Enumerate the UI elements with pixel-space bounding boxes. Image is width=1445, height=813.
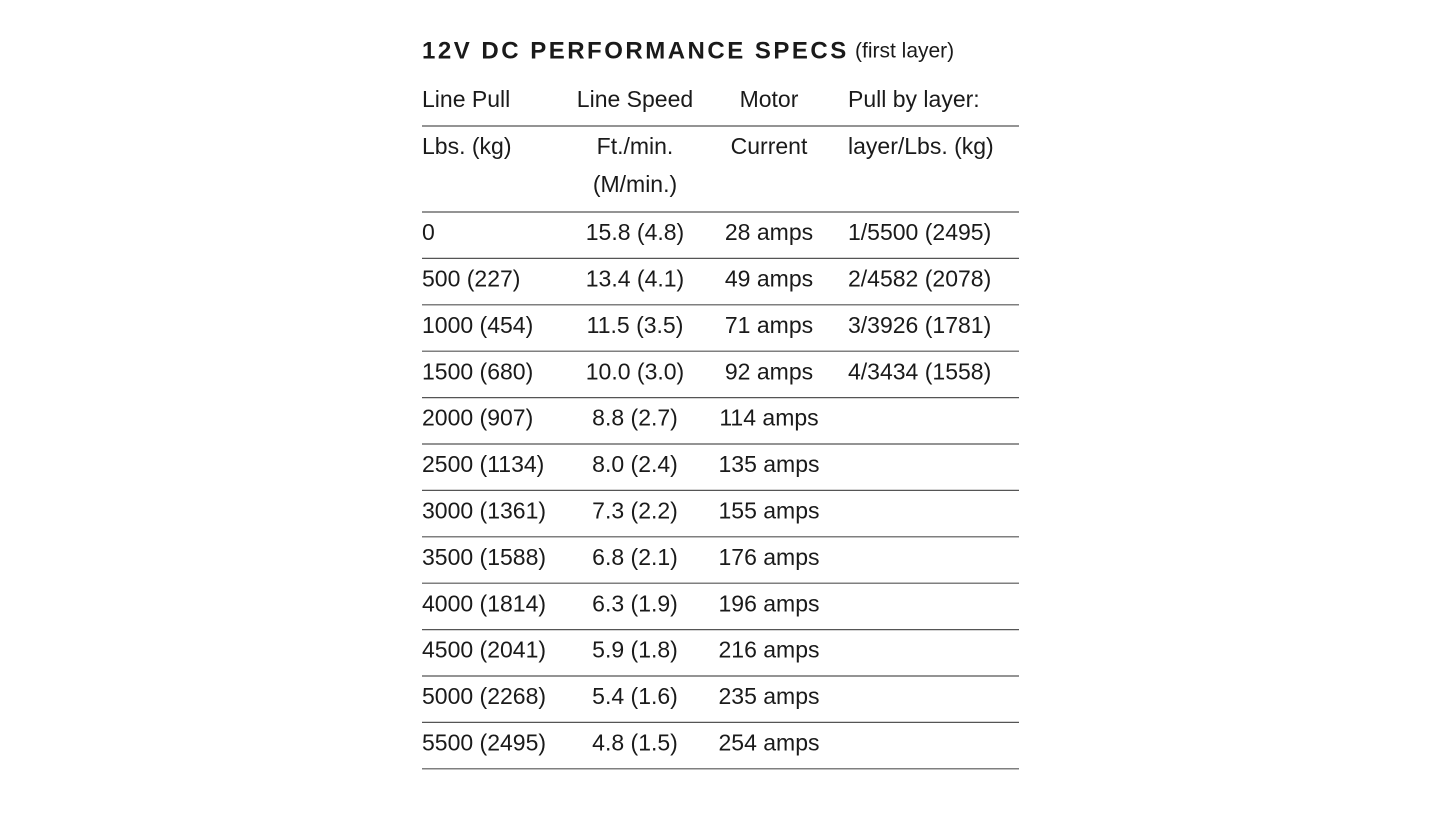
cell: 6.3 (1.9) — [592, 590, 678, 616]
cell: 10.0 (3.0) — [586, 358, 684, 384]
cell: 7.3 (2.2) — [592, 497, 678, 523]
cell: 4.8 (1.5) — [592, 729, 678, 755]
cell: 92 amps — [725, 358, 813, 384]
cell: 4000 (1814) — [422, 590, 546, 616]
cell: 1000 (454) — [422, 312, 533, 338]
cell: Lbs. (kg) — [422, 133, 511, 159]
cell: 5.9 (1.8) — [592, 637, 678, 663]
cell: 6.8 (2.1) — [592, 544, 678, 570]
cell: 5000 (2268) — [422, 683, 546, 709]
cell: Line Pull — [422, 86, 510, 112]
cell: 155 amps — [718, 497, 819, 523]
cell: 4/3434 (1558) — [848, 358, 991, 384]
cell: (M/min.) — [593, 171, 677, 197]
cell: 13.4 (4.1) — [586, 265, 684, 291]
cell: 4500 (2041) — [422, 637, 546, 663]
cell: Current — [731, 133, 808, 159]
cell: 500 (227) — [422, 265, 520, 291]
cell: 5.4 (1.6) — [592, 683, 678, 709]
cell: 2/4582 (2078) — [848, 265, 991, 291]
cell: 216 amps — [718, 637, 819, 663]
subtitle: (first layer) — [855, 40, 954, 63]
cell: Ft./min. — [597, 133, 674, 159]
cell: 0 — [422, 219, 435, 245]
cell: 196 amps — [718, 590, 819, 616]
cell: 71 amps — [725, 312, 813, 338]
cell: 2500 (1134) — [422, 451, 544, 477]
cell: 49 amps — [725, 265, 813, 291]
cell: 8.8 (2.7) — [592, 405, 678, 431]
title: 12V DC PERFORMANCE SPECS — [422, 37, 849, 64]
cell: 1/5500 (2495) — [848, 219, 991, 245]
cell: 2000 (907) — [422, 405, 533, 431]
cell: 3000 (1361) — [422, 497, 546, 523]
cell: 1500 (680) — [422, 358, 533, 384]
cell: 135 amps — [718, 451, 819, 477]
cell: layer/Lbs. (kg) — [848, 133, 994, 159]
cell: 3/3926 (1781) — [848, 312, 991, 338]
cell: Line Speed — [577, 86, 693, 112]
cell: 254 amps — [718, 729, 819, 755]
cell: 8.0 (2.4) — [592, 451, 678, 477]
cell: 3500 (1588) — [422, 544, 546, 570]
cell: Motor — [740, 86, 799, 112]
cell: 15.8 (4.8) — [586, 219, 684, 245]
cell: 5500 (2495) — [422, 729, 546, 755]
cell: Pull by layer: — [848, 86, 980, 112]
cell: 114 amps — [719, 405, 818, 431]
cell: 176 amps — [718, 544, 819, 570]
cell: 28 amps — [725, 219, 813, 245]
cell: 11.5 (3.5) — [587, 312, 684, 338]
cell: 235 amps — [718, 683, 819, 709]
